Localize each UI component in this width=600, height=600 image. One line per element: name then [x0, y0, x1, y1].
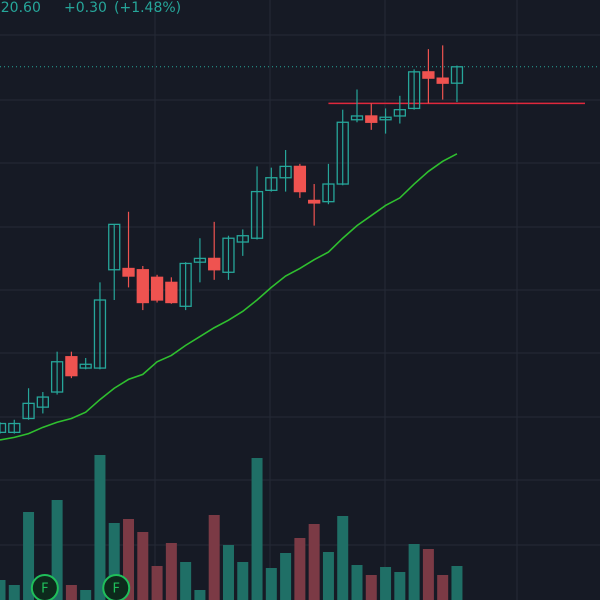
- candle-body: [407, 71, 421, 110]
- candle-body: [336, 121, 349, 185]
- volume-bar: [337, 516, 349, 600]
- candle-body: [265, 177, 278, 191]
- volume-bar: [365, 575, 377, 600]
- volume-bar: [222, 545, 234, 600]
- volume-bar: [151, 566, 163, 600]
- event-label: F: [112, 582, 119, 597]
- volume-bar: [394, 572, 406, 600]
- candle-body: [379, 116, 392, 121]
- volume-bar: [308, 524, 320, 600]
- volume-bar: [265, 568, 277, 600]
- candle-body: [50, 361, 64, 393]
- event-label: F: [41, 582, 48, 597]
- candle-body: [179, 262, 192, 307]
- candle-body: [222, 237, 235, 273]
- volume-bar: [251, 458, 263, 600]
- volume-bar: [65, 585, 77, 600]
- moving-average: [0, 153, 458, 441]
- volume-bar: [294, 538, 306, 600]
- candle-body: [79, 363, 92, 369]
- volume-bar: [8, 585, 20, 600]
- candle-body: [150, 276, 164, 301]
- volume-bar: [380, 567, 392, 600]
- volume-bar: [165, 543, 177, 600]
- volume-bar: [194, 590, 206, 600]
- candle-body: [93, 299, 107, 369]
- candle-body: [65, 356, 78, 377]
- volume-bar: [123, 519, 135, 600]
- volume-bar: [237, 562, 249, 600]
- close-label: C20.60: [0, 0, 41, 16]
- event-marker: [102, 574, 131, 600]
- change-label: +0.30: [64, 0, 107, 16]
- change-pct-label: (+1.48%): [114, 0, 181, 16]
- candle-body: [393, 109, 406, 117]
- candle-body: [36, 396, 49, 408]
- candle-body: [250, 190, 264, 239]
- volume-bar: [451, 566, 463, 600]
- volume-bar: [408, 544, 420, 600]
- volume-bar: [51, 500, 63, 600]
- candle-body: [136, 269, 149, 304]
- candle-body: [293, 165, 307, 193]
- volume-bar: [23, 512, 35, 600]
- volume-bar: [108, 523, 120, 600]
- volume-bar: [351, 565, 363, 600]
- volume-bar: [422, 549, 434, 600]
- volume-bar: [180, 562, 192, 600]
- volume-bar: [280, 553, 292, 600]
- candle-body: [450, 66, 464, 84]
- volume-bar: [322, 552, 334, 600]
- volume-bar: [80, 590, 92, 600]
- candle-body: [365, 115, 378, 123]
- volume-bar: [137, 532, 149, 600]
- candle-body: [350, 115, 364, 121]
- candle-body: [108, 223, 121, 271]
- candle-body: [236, 235, 249, 243]
- volume-bar: [0, 580, 6, 600]
- candle-body: [279, 165, 292, 179]
- candle-body: [122, 267, 135, 277]
- candle-body: [165, 281, 178, 304]
- candle-body: [422, 71, 435, 79]
- candle-body: [322, 183, 335, 203]
- candle-body: [8, 422, 21, 434]
- candle-body: [0, 422, 7, 434]
- candle-body: [436, 77, 449, 84]
- volume-bar: [208, 515, 220, 600]
- volume-bar: [94, 455, 106, 600]
- candle-body: [208, 257, 221, 271]
- candle-body: [22, 402, 35, 420]
- volume-layer: [0, 455, 463, 600]
- volume-bar: [437, 575, 449, 600]
- candle-body: [193, 257, 207, 263]
- candle-body: [308, 199, 321, 204]
- event-marker: [30, 574, 59, 600]
